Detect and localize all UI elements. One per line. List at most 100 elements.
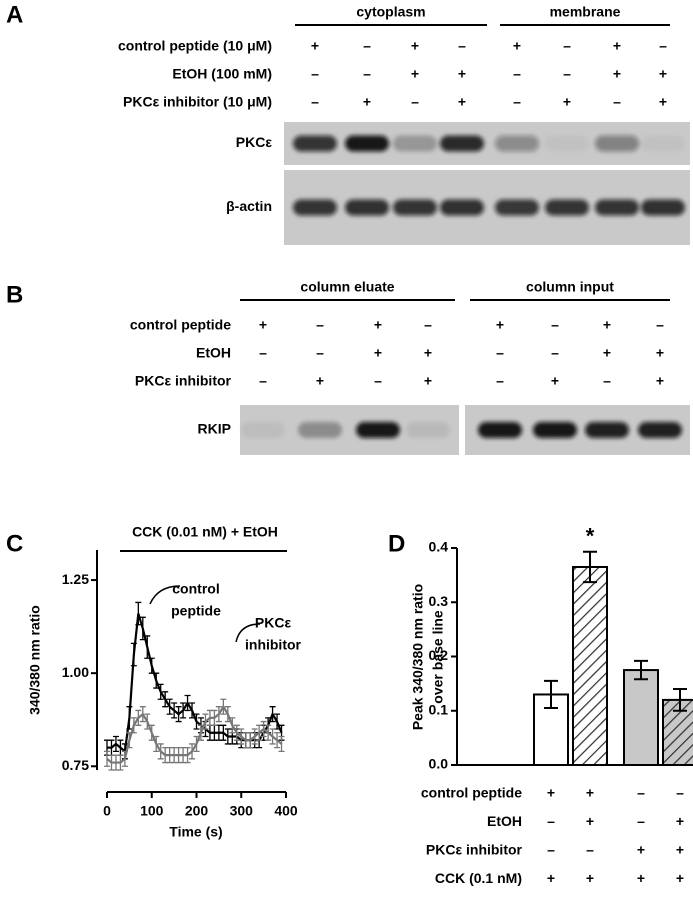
condition-sign: +	[316, 373, 324, 389]
blot-band	[495, 135, 539, 152]
row-label: CCK (0.1 nM)	[435, 870, 522, 886]
y-tick-label: 0.4	[429, 539, 449, 555]
blot-band	[440, 199, 484, 216]
blot-band	[533, 422, 577, 438]
blot-band	[345, 199, 389, 216]
condition-sign: –	[551, 317, 559, 333]
blot-label: β-actin	[226, 198, 272, 214]
x-tick-label: 300	[230, 803, 254, 819]
condition-sign: –	[363, 38, 371, 54]
x-axis-label: Time (s)	[169, 824, 222, 840]
row-sign: –	[637, 785, 645, 801]
condition-sign: +	[613, 38, 621, 54]
condition-sign: +	[311, 38, 319, 54]
row-label: EtOH	[487, 813, 522, 829]
error-bar	[583, 550, 597, 584]
row-sign: –	[586, 842, 594, 858]
row-sign: +	[676, 813, 684, 829]
error-bar	[544, 679, 558, 710]
blot-band	[293, 199, 337, 216]
condition-sign: –	[411, 94, 419, 110]
blot-band	[293, 135, 337, 152]
row-sign: +	[676, 842, 684, 858]
condition-sign: +	[363, 94, 371, 110]
row-sign: +	[547, 785, 555, 801]
condition-sign: +	[656, 345, 664, 361]
condition-sign: –	[311, 94, 319, 110]
condition-sign: +	[411, 66, 419, 82]
row-sign: +	[586, 870, 594, 886]
significance-marker: *	[586, 524, 595, 549]
group-label: membrane	[550, 4, 621, 20]
row-sign: +	[637, 842, 645, 858]
x-tick-label: 200	[185, 803, 209, 819]
blot-band	[495, 199, 539, 216]
group-label: column input	[526, 279, 614, 295]
blot-band	[478, 422, 522, 438]
condition-sign: +	[374, 345, 382, 361]
row-sign: +	[676, 870, 684, 886]
blot-bands	[293, 135, 685, 152]
condition-sign: –	[603, 373, 611, 389]
condition-sign: –	[311, 66, 319, 82]
blot-band	[585, 422, 629, 438]
panel-label: A	[6, 1, 23, 28]
condition-sign: –	[424, 317, 432, 333]
blot-band	[440, 135, 484, 152]
row-sign: –	[676, 785, 684, 801]
condition-sign: –	[513, 94, 521, 110]
y-tick-label: 1.25	[62, 571, 89, 587]
condition-sign: +	[603, 317, 611, 333]
blot-band	[298, 422, 342, 438]
row-sign: +	[637, 870, 645, 886]
series-annotation: inhibitor	[245, 637, 302, 653]
y-axis-label: Peak 340/380 nm ratio	[410, 584, 426, 730]
condition-sign: –	[656, 317, 664, 333]
condition-sign: –	[563, 66, 571, 82]
blot-band	[638, 422, 682, 438]
condition-sign: –	[659, 38, 667, 54]
y-tick-label: 1.00	[62, 664, 89, 680]
annotation-leader	[149, 585, 181, 605]
condition-sign: +	[424, 345, 432, 361]
blot-band	[641, 135, 685, 152]
y-axis-label: 340/380 nm ratio	[27, 605, 43, 715]
blot-band	[356, 422, 400, 438]
condition-sign: +	[374, 317, 382, 333]
condition-sign: +	[551, 373, 559, 389]
condition-sign: –	[496, 345, 504, 361]
condition-sign: –	[363, 66, 371, 82]
row-sign: +	[586, 813, 594, 829]
condition-sign: –	[563, 38, 571, 54]
y-tick-label: 0.3	[429, 593, 449, 609]
blot-band	[393, 199, 437, 216]
blot-band	[393, 135, 437, 152]
error-bar	[104, 750, 110, 767]
condition-sign: –	[458, 38, 466, 54]
panel-label: B	[6, 281, 23, 308]
condition-sign: +	[458, 66, 466, 82]
series-line	[106, 704, 283, 764]
condition-label: control peptide (10 μM)	[118, 38, 272, 54]
panel-label: D	[388, 530, 405, 557]
row-sign: +	[547, 870, 555, 886]
condition-sign: –	[374, 373, 382, 389]
condition-sign: +	[424, 373, 432, 389]
condition-sign: +	[656, 373, 664, 389]
condition-sign: +	[411, 38, 419, 54]
condition-label: EtOH (100 mM)	[172, 66, 272, 82]
y-tick-label: 0.1	[429, 701, 449, 717]
condition-sign: –	[259, 373, 267, 389]
x-tick-label: 400	[274, 803, 298, 819]
condition-sign: +	[659, 66, 667, 82]
condition-sign: +	[259, 317, 267, 333]
y-tick-label: 0.2	[429, 647, 449, 663]
condition-sign: –	[259, 345, 267, 361]
blot-band	[595, 135, 639, 152]
condition-sign: +	[613, 66, 621, 82]
condition-sign: +	[563, 94, 571, 110]
blot-band	[241, 422, 285, 438]
x-tick-label: 100	[140, 803, 164, 819]
y-tick-label: 0.75	[62, 757, 89, 773]
